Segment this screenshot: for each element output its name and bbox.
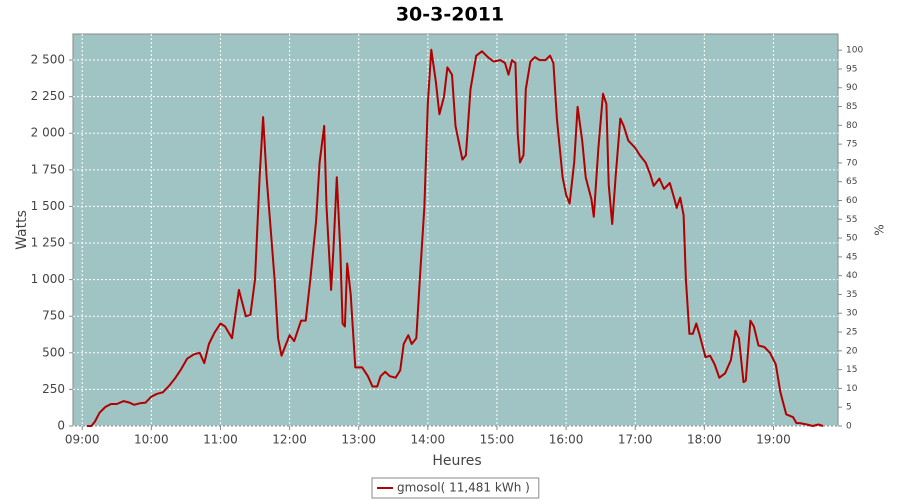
x-tick-label: 14:00 <box>411 433 446 447</box>
y2-tick-label: 25 <box>846 328 857 338</box>
y2-tick-label: 0 <box>846 422 852 432</box>
y-tick-label: 2 000 <box>31 126 65 140</box>
legend: gmosol( 11,481 kWh ) <box>371 477 540 499</box>
y-tick-label: 1 250 <box>31 236 65 250</box>
y2-axis-label: % <box>873 224 887 235</box>
y2-tick-label: 5 <box>846 403 852 413</box>
y2-tick-label: 55 <box>846 215 857 225</box>
y2-tick-label: 30 <box>846 309 858 319</box>
x-tick-label: 19:00 <box>756 433 791 447</box>
y2-tick-label: 85 <box>846 102 857 112</box>
data-line <box>86 48 824 427</box>
plot-area <box>72 33 839 427</box>
y2-tick-label: 65 <box>846 177 857 187</box>
chart-title: 30-3-2011 <box>396 4 504 26</box>
x-tick-label: 10:00 <box>134 433 169 447</box>
y2-tick-label: 90 <box>846 83 858 93</box>
y-tick-label: 2 500 <box>31 53 65 67</box>
y2-tick-label: 20 <box>846 346 858 356</box>
y2-tick-label: 10 <box>846 384 858 394</box>
legend-box <box>371 477 540 499</box>
y2-tick-label: 75 <box>846 140 857 150</box>
y2-tick-label: 70 <box>846 158 858 168</box>
x-tick-label: 16:00 <box>549 433 584 447</box>
y-tick-label: 750 <box>42 309 65 323</box>
y2-tick-label: 45 <box>846 252 857 262</box>
y-tick-label: 500 <box>42 345 65 359</box>
y2-tick-label: 60 <box>846 196 858 206</box>
y2-tick-label: 80 <box>846 121 858 131</box>
y2-tick-label: 100 <box>846 46 863 56</box>
y2-tick-label: 95 <box>846 64 857 74</box>
x-tick-label: 15:00 <box>480 433 515 447</box>
y-tick-label: 1 750 <box>31 162 65 176</box>
y2-tick-label: 35 <box>846 290 857 300</box>
y2-tick-label: 40 <box>846 271 858 281</box>
y-tick-label: 2 250 <box>31 89 65 103</box>
x-axis-label: Heures <box>432 453 481 469</box>
y-axis-label: Watts <box>14 210 30 250</box>
y-tick-label: 0 <box>57 419 65 433</box>
x-tick-label: 12:00 <box>272 433 307 447</box>
x-tick-label: 11:00 <box>203 433 238 447</box>
y2-tick-label: 15 <box>846 365 857 375</box>
y-tick-label: 1 500 <box>31 199 65 213</box>
x-tick-label: 09:00 <box>65 433 100 447</box>
y2-tick-label: 50 <box>846 234 858 244</box>
x-tick-label: 13:00 <box>341 433 376 447</box>
y-tick-label: 250 <box>42 382 65 396</box>
legend-label: gmosol( 11,481 kWh ) <box>397 481 530 495</box>
x-tick-label: 18:00 <box>687 433 722 447</box>
y-tick-label: 1 000 <box>31 272 65 286</box>
x-tick-label: 17:00 <box>618 433 653 447</box>
